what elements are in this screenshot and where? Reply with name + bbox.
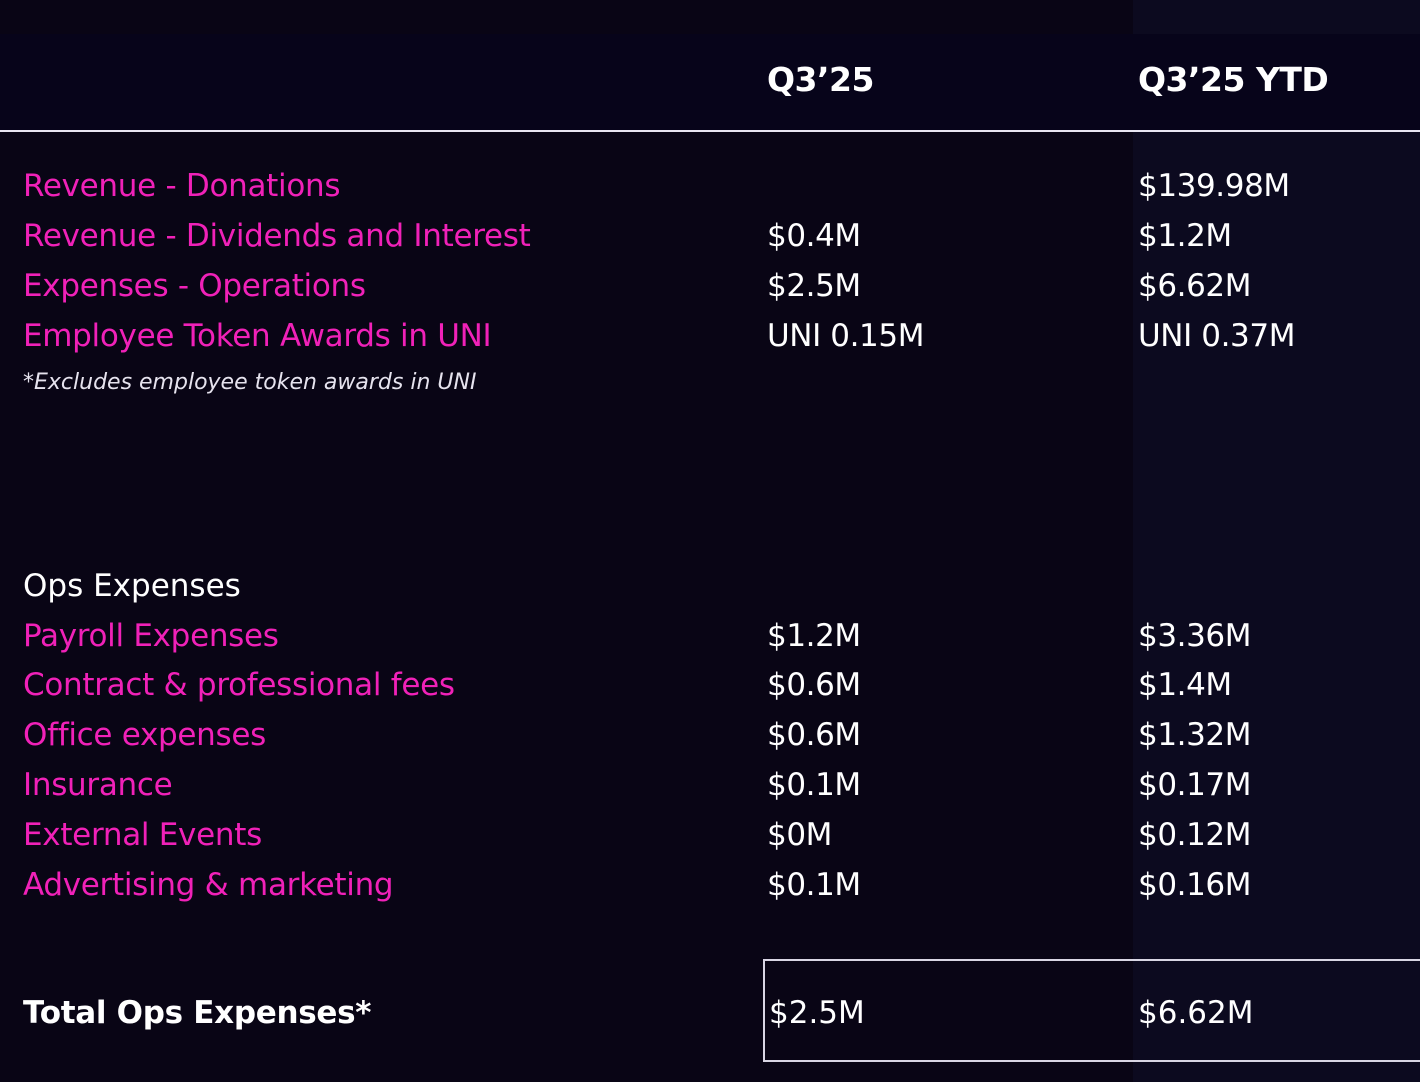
row-value-ytd: $1.4M: [1138, 667, 1232, 703]
row-value-ytd: $0.17M: [1138, 767, 1252, 803]
row-value-q3: $1.2M: [767, 618, 861, 654]
row-value-ytd: UNI 0.37M: [1138, 318, 1296, 354]
row-value-q3: $0.1M: [767, 767, 861, 803]
table-row: Advertising & marketing $0.1M $0.16M: [0, 867, 1420, 913]
section-title: Ops Expenses: [23, 568, 241, 604]
table-row: Revenue - Donations $139.98M: [0, 168, 1420, 214]
row-value-q3: $0.1M: [767, 867, 861, 903]
table-row: Revenue - Dividends and Interest $0.4M $…: [0, 218, 1420, 264]
total-value-q3: $2.5M: [769, 995, 865, 1031]
row-value-ytd: $3.36M: [1138, 618, 1252, 654]
table-row: External Events $0M $0.12M: [0, 817, 1420, 863]
table-row: Contract & professional fees $0.6M $1.4M: [0, 667, 1420, 713]
row-label: Revenue - Dividends and Interest: [23, 218, 531, 254]
row-value-ytd: $139.98M: [1138, 168, 1290, 204]
table-header: [0, 34, 1420, 132]
row-label: Contract & professional fees: [23, 667, 455, 703]
row-value-q3: $0.6M: [767, 667, 861, 703]
row-value-q3: UNI 0.15M: [767, 318, 925, 354]
row-label: Office expenses: [23, 717, 266, 753]
row-label: External Events: [23, 817, 262, 853]
row-value-q3: $2.5M: [767, 268, 861, 304]
row-label: Employee Token Awards in UNI: [23, 318, 492, 354]
row-label: Advertising & marketing: [23, 867, 394, 903]
total-value-ytd: $6.62M: [1138, 995, 1254, 1031]
row-value-ytd: $6.62M: [1138, 268, 1252, 304]
column-header-q3: Q3’25: [767, 60, 874, 99]
row-label: Payroll Expenses: [23, 618, 279, 654]
table-row: Employee Token Awards in UNI UNI 0.15M U…: [0, 318, 1420, 364]
row-value-ytd: $1.32M: [1138, 717, 1252, 753]
table-row: Insurance $0.1M $0.17M: [0, 767, 1420, 813]
row-label: Expenses - Operations: [23, 268, 366, 304]
row-value-q3: $0.4M: [767, 218, 861, 254]
row-label: Insurance: [23, 767, 173, 803]
total-highlight-box: [763, 959, 1420, 1062]
row-value-q3: $0M: [767, 817, 832, 853]
total-label: Total Ops Expenses*: [23, 995, 372, 1031]
row-value-q3: $0.6M: [767, 717, 861, 753]
row-label: Revenue - Donations: [23, 168, 341, 204]
table-row: Expenses - Operations $2.5M $6.62M: [0, 268, 1420, 314]
footnote: *Excludes employee token awards in UNI: [23, 370, 477, 395]
row-value-ytd: $0.12M: [1138, 817, 1252, 853]
row-value-ytd: $0.16M: [1138, 867, 1252, 903]
row-value-ytd: $1.2M: [1138, 218, 1232, 254]
table-row: Payroll Expenses $1.2M $3.36M: [0, 618, 1420, 664]
right-column-band: [1133, 0, 1420, 1082]
column-header-ytd: Q3’25 YTD: [1138, 60, 1329, 99]
table-row: Office expenses $0.6M $1.32M: [0, 717, 1420, 763]
